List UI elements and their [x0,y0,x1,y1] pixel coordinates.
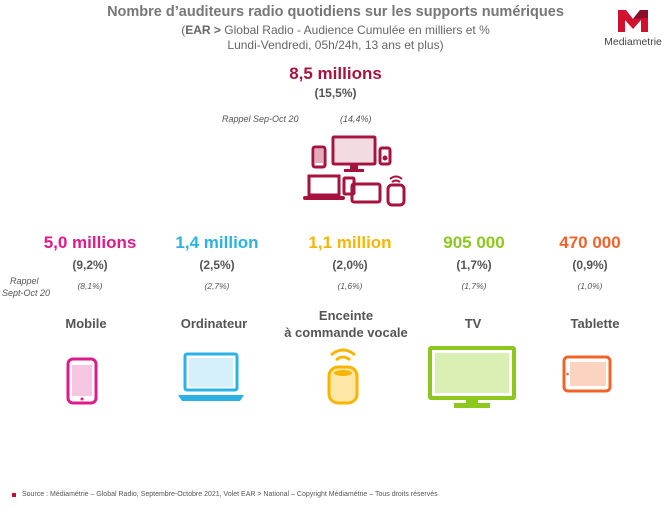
tablette-rappel: (1,0%) [577,281,603,291]
rappel-left: Rappel Sept-Oct 20 [2,275,50,299]
mediametrie-logo-icon [618,10,648,32]
ordinateur-value: 1,4 million [175,233,259,252]
enceinte-value: 1,1 million [308,233,392,252]
laptop-icon [176,351,246,403]
total-pct: (15,5%) [314,86,357,100]
ordinateur-label: Ordinateur [180,316,248,331]
enceinte-label-line1: Enceinte [318,308,374,323]
source-text: Source : Médiamétrie – Global Radio, Sep… [22,491,438,498]
tv-label: TV [464,316,482,331]
enceinte-pct: (2,0%) [332,258,368,272]
subtitle-ear: EAR > [185,23,221,37]
devices-group-icon [300,134,412,212]
tv-pct: (1,7%) [456,258,492,272]
mobile-icon [66,357,98,405]
tablette-pct: (0,9%) [572,258,608,272]
mobile-label: Mobile [65,316,107,331]
tablette-label: Tablette [570,316,620,331]
enceinte-label: Enceinte à commande vocale [266,307,426,341]
subtitle-line2: Lundi-Vendredi, 05h/24h, 13 ans et plus) [227,38,444,52]
rappel-left-line1: Rappel [10,276,39,286]
source-bullet [12,493,16,497]
subtitle-open: ( [181,23,186,37]
page-title: Nombre d’auditeurs radio quotidiens sur … [107,4,564,20]
logo-brand: Mediametrie [604,36,662,48]
tablette-value: 470 000 [559,233,621,252]
enceinte-label-line2: à commande vocale [284,325,408,340]
total-rappel-pct: (14,4%) [340,114,372,124]
mediametrie-logo [614,6,652,34]
mobile-rappel: (8,1%) [77,281,103,291]
tv-icon [428,346,516,410]
total-value: 8,5 millions [289,64,382,83]
tv-rappel: (1,7%) [461,281,487,291]
tv-value: 905 000 [443,233,505,252]
ordinateur-pct: (2,5%) [199,258,235,272]
mobile-pct: (9,2%) [72,258,108,272]
tablet-icon [562,355,612,393]
ordinateur-rappel: (2,7%) [204,281,230,291]
mobile-value: 5,0 millions [43,233,137,252]
rappel-left-line2: Sept-Oct 20 [2,288,51,298]
total-rappel-label: Rappel Sep-Oct 20 [222,114,299,124]
subtitle: (EAR > Global Radio - Audience Cumulée e… [0,23,671,37]
smart-speaker-icon [322,343,364,405]
enceinte-rappel: (1,6%) [337,281,363,291]
rappel-label: Rappel Sep-Oct 20 [222,114,299,124]
subtitle-rest: Global Radio - Audience Cumulée en milli… [220,23,490,37]
